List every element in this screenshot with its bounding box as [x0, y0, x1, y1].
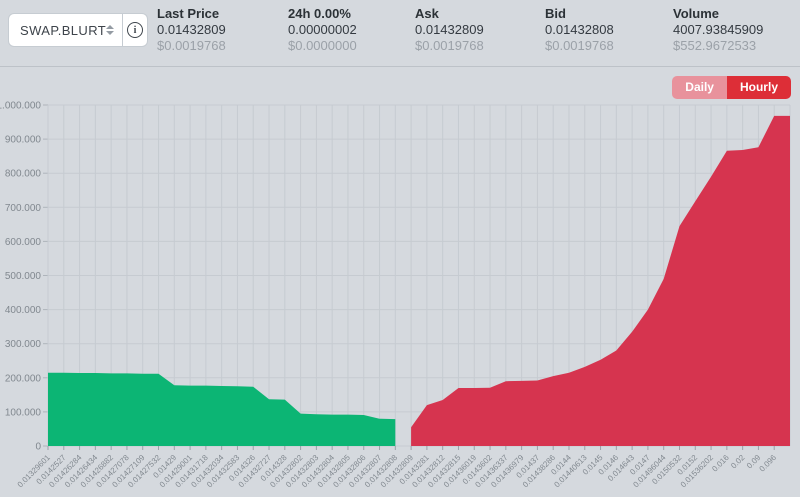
y-axis-label: 0: [35, 442, 41, 453]
y-axis-label: 500.000: [5, 271, 42, 282]
stat-label: Bid: [545, 6, 566, 21]
x-axis-label: 0.016: [710, 453, 731, 474]
depth-chart[interactable]: 0 100.000 200.000 300.000 400.000 500.000 600.…: [0, 66, 800, 497]
hourly-button[interactable]: Hourly: [726, 76, 791, 99]
stat-usd-value: $0.0019768: [157, 38, 226, 53]
stat-last-price: Last Price 0.01432809 $0.0019768: [157, 6, 226, 54]
info-icon: i: [127, 22, 143, 38]
stat-usd-value: $552.9672533: [673, 38, 757, 53]
y-axis-label: 900.000: [5, 135, 42, 146]
stat-value: 4007.93845909: [673, 22, 764, 37]
pair-select-value: SWAP.BLURT: [20, 22, 107, 38]
y-axis-label: 1.000.000: [0, 101, 41, 112]
info-button[interactable]: i: [123, 14, 147, 46]
y-axis-label: 300.000: [5, 339, 42, 350]
x-axis: 0.013296010.01425270.014262840.014264340…: [16, 446, 779, 489]
y-axis-label: 800.000: [5, 169, 42, 180]
chevron-down-icon: [106, 31, 115, 35]
stat-value: 0.01432809: [157, 22, 226, 37]
daily-button[interactable]: Daily: [672, 76, 727, 99]
interval-toggle: Daily Hourly: [672, 76, 791, 99]
stat-value: 0.01432809: [415, 22, 484, 37]
stat-label: Ask: [415, 6, 439, 21]
stat-value: 0.00000002: [288, 22, 357, 37]
stat-usd-value: $0.0019768: [415, 38, 484, 53]
pair-selector-group: SWAP.BLURT i: [8, 13, 148, 47]
chevron-up-icon: [106, 25, 115, 29]
header-divider: [0, 66, 800, 67]
y-axis-label: 400.000: [5, 305, 42, 316]
y-axis-label: 600.000: [5, 237, 42, 248]
x-axis-label: 0.02: [729, 453, 747, 471]
stat-bid: Bid 0.01432808 $0.0019768: [545, 6, 614, 54]
select-chevrons-icon: [106, 25, 115, 35]
selector-divider: [122, 14, 124, 46]
stat-usd-value: $0.0000000: [288, 38, 357, 53]
pair-select[interactable]: SWAP.BLURT: [9, 14, 122, 46]
stat-usd-value: $0.0019768: [545, 38, 614, 53]
stat-label: 24h 0.00%: [288, 6, 351, 21]
x-axis-label: 0.096: [758, 453, 779, 474]
stat-value: 0.01432808: [545, 22, 614, 37]
stat-label: Volume: [673, 6, 719, 21]
stat-label: Last Price: [157, 6, 220, 21]
y-axis-label: 200.000: [5, 373, 42, 384]
stat-volume: Volume 4007.93845909 $552.9672533: [673, 6, 763, 54]
buy-depth-area: [48, 372, 396, 446]
y-axis-label: 100.000: [5, 407, 42, 418]
stat-ask: Ask 0.01432809 $0.0019768: [415, 6, 484, 54]
stat-24h-change: 24h 0.00% 0.00000002 $0.0000000: [288, 6, 357, 54]
y-axis-label: 700.000: [5, 203, 42, 214]
sell-depth-area: [411, 115, 790, 447]
